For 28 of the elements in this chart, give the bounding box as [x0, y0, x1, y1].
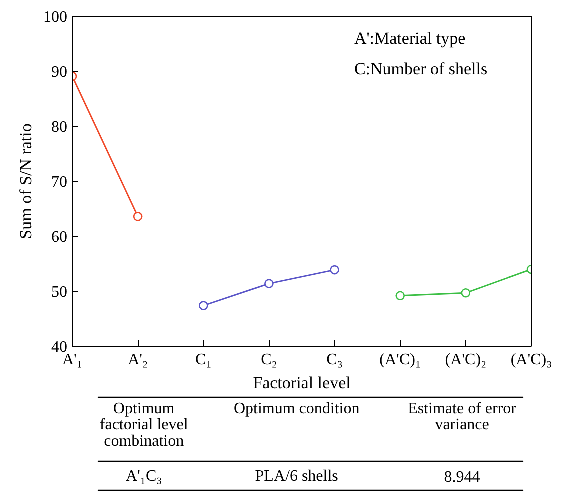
- x-tick-label: (A'C)₁: [380, 352, 422, 368]
- y-tick-label: 100: [44, 9, 68, 26]
- point: [396, 291, 406, 301]
- x-tick-label: C₃: [326, 352, 343, 368]
- point: [461, 288, 471, 298]
- x-tick-label: (A'C)₃: [510, 352, 552, 368]
- x-axis-title: Factorial level: [253, 374, 352, 392]
- text: Optimum factorial level combination: [100, 400, 189, 450]
- annotation: C:Number of shells: [354, 59, 488, 78]
- point: [198, 301, 208, 310]
- point: [330, 265, 340, 275]
- text: A'₁C₃: [126, 468, 162, 485]
- point: [264, 279, 274, 288]
- x-tick-label: C₂: [261, 352, 278, 368]
- y-tick-label: 60: [52, 229, 68, 246]
- text: 8.944: [444, 469, 480, 486]
- y-tick-label: 50: [52, 284, 68, 301]
- y-tick-label: 80: [52, 119, 68, 136]
- text: Optimum condition: [234, 400, 360, 418]
- y-tick-label: 90: [52, 64, 68, 81]
- y-axis-title: Sum of S/N ratio: [16, 124, 36, 240]
- annotation: A':Material type: [354, 29, 466, 48]
- y-tick-label: 70: [52, 174, 68, 191]
- text: Estimate of error variance: [408, 400, 518, 434]
- x-tick-label: (A'C)₂: [445, 352, 487, 368]
- x-tick-label: A'₂: [128, 352, 148, 368]
- text: PLA/6 shells: [255, 468, 338, 485]
- x-tick-label: C₁: [196, 352, 212, 368]
